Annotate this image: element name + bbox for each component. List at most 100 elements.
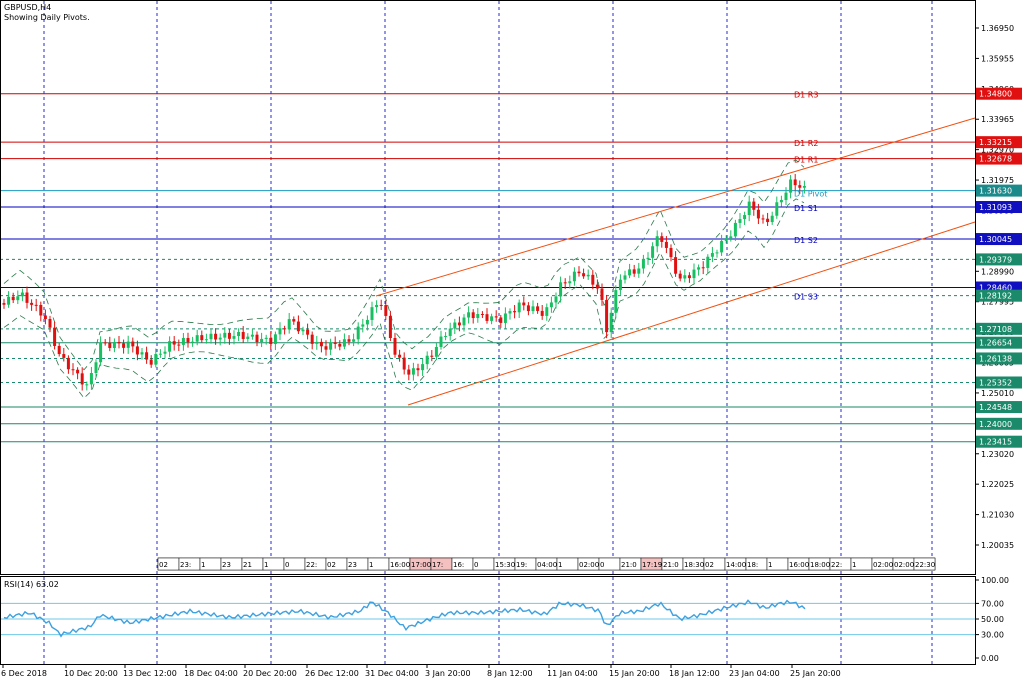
rsi-tick-label: 70.00 <box>981 599 1004 608</box>
candle-body <box>11 296 15 301</box>
rsi-line <box>3 599 806 638</box>
session-cell-label: 0 <box>474 561 478 569</box>
session-cell-label: 04:00 <box>537 561 557 569</box>
candle-body <box>499 317 503 323</box>
candle-body <box>195 335 199 342</box>
price-box <box>976 401 1022 414</box>
price-box-label: 1.28192 <box>979 292 1012 301</box>
price-tick-label: 1.20035 <box>981 541 1014 550</box>
candle-body <box>122 343 126 348</box>
session-cell-label: 17:19 <box>642 561 662 569</box>
candle-body <box>614 290 618 313</box>
price-tick-label: 1.35955 <box>981 54 1014 63</box>
price-tick-label: 1.33965 <box>981 115 1014 124</box>
candle-body <box>384 305 388 316</box>
candle-body <box>480 314 484 316</box>
candle-body <box>370 307 374 320</box>
candle-body <box>572 271 576 282</box>
candle-body <box>448 328 452 336</box>
candle-body <box>149 359 153 365</box>
price-tick-label: 1.21030 <box>981 511 1014 520</box>
session-cell-label: 02 <box>705 561 714 569</box>
candle-body <box>204 339 208 341</box>
pivot-label: D1 R2 <box>794 139 818 148</box>
candle-body <box>628 269 632 276</box>
candle-body <box>186 337 190 343</box>
candle-body <box>508 311 512 314</box>
price-box <box>976 233 1022 246</box>
candle-body <box>292 319 296 322</box>
candle-body <box>241 331 245 339</box>
candle-body <box>517 302 521 313</box>
time-tick-label: 10 Dec 20:00 <box>64 669 118 678</box>
candle-body <box>637 268 641 274</box>
time-tick-label: 15 Jan 20:00 <box>609 669 660 678</box>
rsi-tick-label: 30.00 <box>981 631 1004 640</box>
session-cell-label: 14:00 <box>726 561 746 569</box>
candle-body <box>793 179 797 186</box>
envelope-bands <box>3 159 805 399</box>
candle-body <box>365 319 369 325</box>
price-box-label: 1.32678 <box>979 155 1012 164</box>
candle-body <box>329 342 333 350</box>
candle-body <box>545 307 549 316</box>
price-box <box>976 253 1022 266</box>
session-cell-label: 15:30 <box>495 561 515 569</box>
candle-body <box>526 305 530 312</box>
price-tick-label: 1.31975 <box>981 176 1014 185</box>
channel-upper <box>375 117 976 297</box>
candle-body <box>48 318 52 328</box>
candle-body <box>140 352 144 355</box>
pivot-label: D1 Pivot <box>794 190 827 199</box>
candle-body <box>577 271 581 274</box>
price-box-label: 1.26654 <box>979 339 1012 348</box>
candle-body <box>421 364 425 371</box>
candle-body <box>89 373 93 385</box>
session-cell-label: 0 <box>600 561 604 569</box>
rsi-label: RSI(14) 63.02 <box>4 580 59 589</box>
time-tick-label: 31 Dec 04:00 <box>365 669 419 678</box>
candle-body <box>453 322 457 329</box>
candle-body <box>402 357 406 370</box>
candle-body <box>135 346 139 355</box>
price-box <box>976 417 1022 430</box>
upper-band <box>3 159 805 371</box>
price-box <box>976 289 1022 302</box>
candle-body <box>425 355 429 365</box>
candle-body <box>39 304 43 316</box>
candle-body <box>729 236 733 239</box>
candle-body <box>71 369 75 371</box>
candlesticks <box>2 174 806 391</box>
time-tick-label: 20 Dec 20:00 <box>243 669 297 678</box>
session-cell-label: 17: <box>432 561 443 569</box>
candle-body <box>522 302 526 306</box>
candle-body <box>513 311 517 313</box>
candle-body <box>747 201 751 216</box>
candle-body <box>85 384 89 386</box>
candle-body <box>687 275 691 279</box>
candle-body <box>103 342 107 344</box>
candle-body <box>724 238 728 241</box>
candle-body <box>301 329 305 332</box>
candle-body <box>701 267 705 269</box>
candle-body <box>43 315 47 319</box>
candle-body <box>660 236 664 242</box>
candle-body <box>342 339 346 347</box>
candle-body <box>154 354 158 365</box>
candle-body <box>76 369 80 374</box>
pivot-label: D1 S2 <box>794 236 818 245</box>
price-box-label: 1.26138 <box>979 354 1012 363</box>
candle-body <box>209 333 213 340</box>
candle-body <box>586 274 590 277</box>
candle-body <box>7 296 11 305</box>
price-box-label: 1.31093 <box>979 203 1012 212</box>
rsi-tick-label: 100.00 <box>981 576 1009 585</box>
candle-body <box>632 269 636 274</box>
candle-body <box>710 253 714 257</box>
candle-body <box>66 357 70 370</box>
trend-channel[interactable] <box>375 117 976 406</box>
candle-body <box>145 352 149 360</box>
session-cell-label: 22: <box>306 561 317 569</box>
